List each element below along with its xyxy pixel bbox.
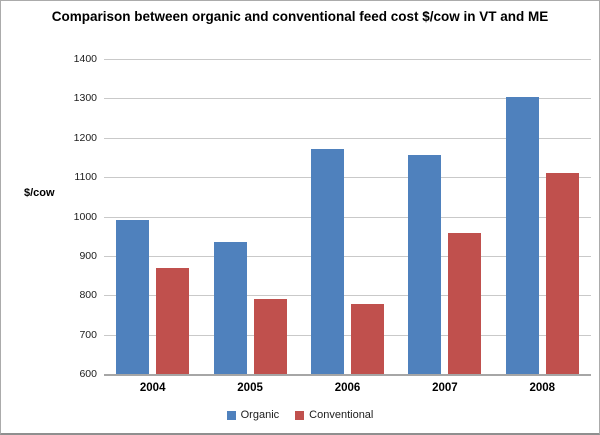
y-tick-label-1100: 1100 bbox=[74, 171, 97, 184]
legend-swatch-conventional bbox=[295, 410, 305, 420]
bar-organic-2005 bbox=[213, 241, 247, 374]
y-tick-label-600: 600 bbox=[79, 368, 97, 380]
legend: Organic Conventional bbox=[1, 409, 599, 421]
gridline-1200 bbox=[104, 137, 591, 139]
bar-conventional-2006 bbox=[351, 303, 384, 374]
legend-label-organic: Organic bbox=[240, 409, 280, 421]
gridline-1100 bbox=[104, 177, 591, 179]
gridline-800 bbox=[104, 295, 591, 297]
gridline-700 bbox=[104, 334, 591, 336]
legend-item-organic: Organic bbox=[226, 409, 280, 421]
y-tick-label-900: 900 bbox=[79, 249, 97, 262]
x-tick-label-2005: 2005 bbox=[237, 382, 263, 394]
bar-conventional-2007 bbox=[448, 233, 482, 374]
gridline-1400 bbox=[104, 59, 591, 60]
bar-conventional-2005 bbox=[253, 299, 287, 374]
legend-item-conventional: Conventional bbox=[295, 409, 373, 421]
bar-organic-2006 bbox=[311, 148, 344, 374]
plot-area bbox=[104, 59, 591, 376]
x-tick-label-2006: 2006 bbox=[334, 382, 361, 394]
gridline-1300 bbox=[104, 98, 591, 100]
gridline-900 bbox=[104, 255, 591, 257]
y-axis-title: $/cow bbox=[24, 187, 55, 199]
bar-conventional-2004 bbox=[156, 267, 190, 374]
bar-organic-2004 bbox=[116, 219, 150, 374]
chart-title: Comparison between organic and conventio… bbox=[51, 9, 549, 24]
y-tick-label-1200: 1200 bbox=[73, 131, 97, 144]
y-tick-label-800: 800 bbox=[79, 289, 97, 302]
bar-conventional-2008 bbox=[545, 173, 579, 374]
x-tick-label-2007: 2007 bbox=[432, 382, 458, 394]
y-axis-tick-labels: 600 700 800 900 1000 1100 1200 1300 1400 bbox=[1, 1, 97, 433]
gridline-1000 bbox=[104, 216, 591, 218]
y-tick-label-700: 700 bbox=[79, 328, 97, 341]
bar-organic-2007 bbox=[408, 155, 442, 374]
bar-organic-2008 bbox=[505, 96, 539, 374]
legend-swatch-organic bbox=[226, 410, 236, 420]
legend-label-conventional: Conventional bbox=[309, 409, 374, 421]
y-tick-label-1300: 1300 bbox=[73, 92, 97, 105]
y-tick-label-1000: 1000 bbox=[73, 210, 97, 223]
x-tick-label-2008: 2008 bbox=[529, 382, 556, 394]
x-tick-label-2004: 2004 bbox=[139, 382, 166, 394]
y-tick-label-1400: 1400 bbox=[73, 53, 97, 65]
